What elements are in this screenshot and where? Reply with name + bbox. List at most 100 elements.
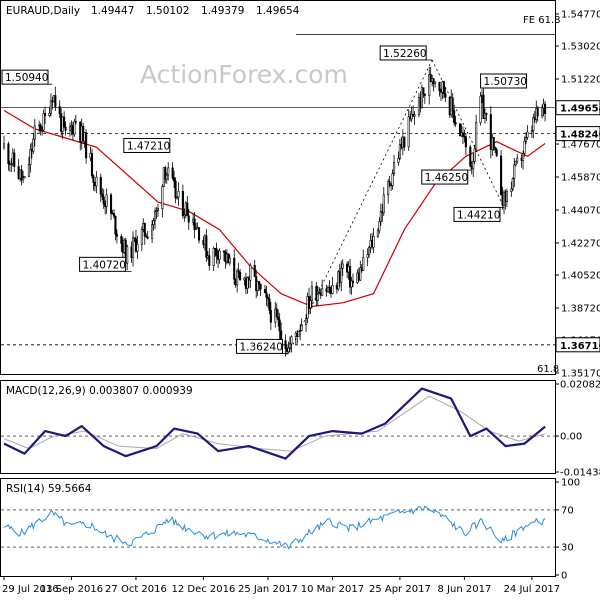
last-price-badge — [555, 100, 600, 116]
annotation-box — [480, 73, 528, 89]
candle-body — [115, 233, 118, 237]
candle-body — [233, 257, 236, 280]
price-panel: ActionForex.com 1.50940 1.47210 1.40720 1.3… — [0, 0, 561, 375]
annotation-box — [235, 338, 283, 354]
level-badge — [555, 337, 600, 353]
candle-body — [341, 263, 344, 269]
candle-body — [442, 81, 445, 95]
candle-body — [410, 114, 413, 120]
candle-body — [544, 103, 547, 114]
candle-body — [423, 93, 426, 96]
annotation-label: 1.52260 — [383, 48, 426, 60]
price-header: EURAUD,Daily 1.49447 1.50102 1.49379 1.4… — [6, 5, 300, 17]
rsi-lines — [1, 505, 555, 550]
price-tick-label: 1.38720 — [561, 303, 600, 314]
candle-body — [253, 265, 256, 277]
x-tick-label: 10 Mar 2017 — [301, 584, 364, 595]
candle-body — [49, 100, 52, 114]
annotation-label: 1.50730 — [484, 76, 527, 88]
candle-body — [237, 270, 240, 273]
candle-body — [397, 158, 400, 163]
candle-body — [239, 272, 242, 281]
candle-body — [114, 215, 117, 235]
x-tick-label: 25 Apr 2017 — [369, 584, 431, 595]
candle-body — [23, 176, 26, 179]
candle-body — [328, 287, 331, 292]
fib-down-line — [431, 59, 505, 208]
candle-body — [479, 95, 482, 123]
candle-body — [505, 191, 508, 202]
candle-body — [187, 215, 190, 223]
candle-body — [153, 211, 157, 221]
candle-body — [161, 186, 164, 209]
macd-title: MACD(12,26,9) 0.003807 0.000939 — [6, 385, 193, 397]
candle-body — [366, 254, 369, 258]
candle-body — [171, 167, 174, 179]
candle-body — [372, 236, 375, 248]
annotation-box — [421, 169, 469, 185]
annotation-label: 1.36240 — [239, 341, 282, 353]
candle-body — [151, 224, 154, 239]
candle-body — [454, 122, 457, 125]
candle-body — [44, 113, 47, 116]
candle-body — [407, 116, 410, 148]
candle-body — [359, 267, 362, 281]
candle-body — [275, 308, 278, 318]
rsi-tick-label: 70 — [561, 505, 574, 516]
candle-body — [429, 74, 432, 83]
candle-body — [195, 228, 198, 231]
candle-body — [146, 236, 149, 239]
candle-body — [10, 163, 13, 165]
candle-body — [277, 316, 280, 321]
candle-body — [105, 194, 108, 207]
candle-body — [310, 286, 313, 302]
candle-body — [514, 160, 517, 166]
candle-body — [246, 277, 249, 289]
watermark: ActionForex.com — [140, 60, 348, 89]
last-price-label: 1.49654 — [560, 104, 600, 115]
header-close: 1.49654 — [256, 5, 300, 17]
candle-body — [483, 113, 486, 119]
candle-body — [469, 146, 472, 167]
candle-body — [22, 177, 25, 181]
candle-body — [331, 285, 334, 294]
candle-body — [475, 122, 478, 150]
candle-body — [90, 153, 94, 177]
candle-body — [145, 235, 148, 238]
candle-body — [530, 130, 533, 133]
macd-y-axis: 0.020827 0.00 -0.014386 — [555, 380, 600, 479]
candle-body — [165, 174, 168, 180]
candle-body — [29, 149, 32, 165]
candle-body — [236, 270, 239, 286]
candle-body — [33, 125, 36, 140]
candle-body — [120, 236, 123, 244]
candle-body — [258, 281, 261, 285]
candle-body — [193, 218, 196, 231]
candle-body — [391, 173, 394, 186]
annotation-label: 1.47210 — [127, 140, 170, 152]
rsi-panel-frame — [0, 478, 556, 577]
candle-body — [321, 288, 324, 296]
candle-body — [215, 248, 218, 256]
candle-body — [388, 181, 391, 186]
annotation-box — [379, 45, 427, 61]
candle-body — [99, 176, 102, 195]
candle-body — [174, 180, 177, 199]
candle-body — [85, 132, 88, 159]
annotation-box — [123, 137, 171, 153]
price-tick-label: 1.53020 — [561, 42, 600, 53]
candle-body — [532, 117, 535, 131]
candle-body — [398, 144, 401, 159]
candle-body — [268, 298, 271, 311]
fe-label: FE 61.8 — [523, 15, 561, 26]
candle-body — [32, 138, 35, 152]
candle-body — [524, 136, 528, 142]
candle-body — [422, 87, 425, 95]
candle-body — [136, 244, 139, 252]
signal-line — [3, 395, 546, 452]
moving-average-line — [3, 109, 546, 308]
x-tick-label: 13 Sep 2016 — [40, 584, 103, 595]
candle-body — [494, 147, 497, 151]
candle-body — [513, 164, 516, 179]
